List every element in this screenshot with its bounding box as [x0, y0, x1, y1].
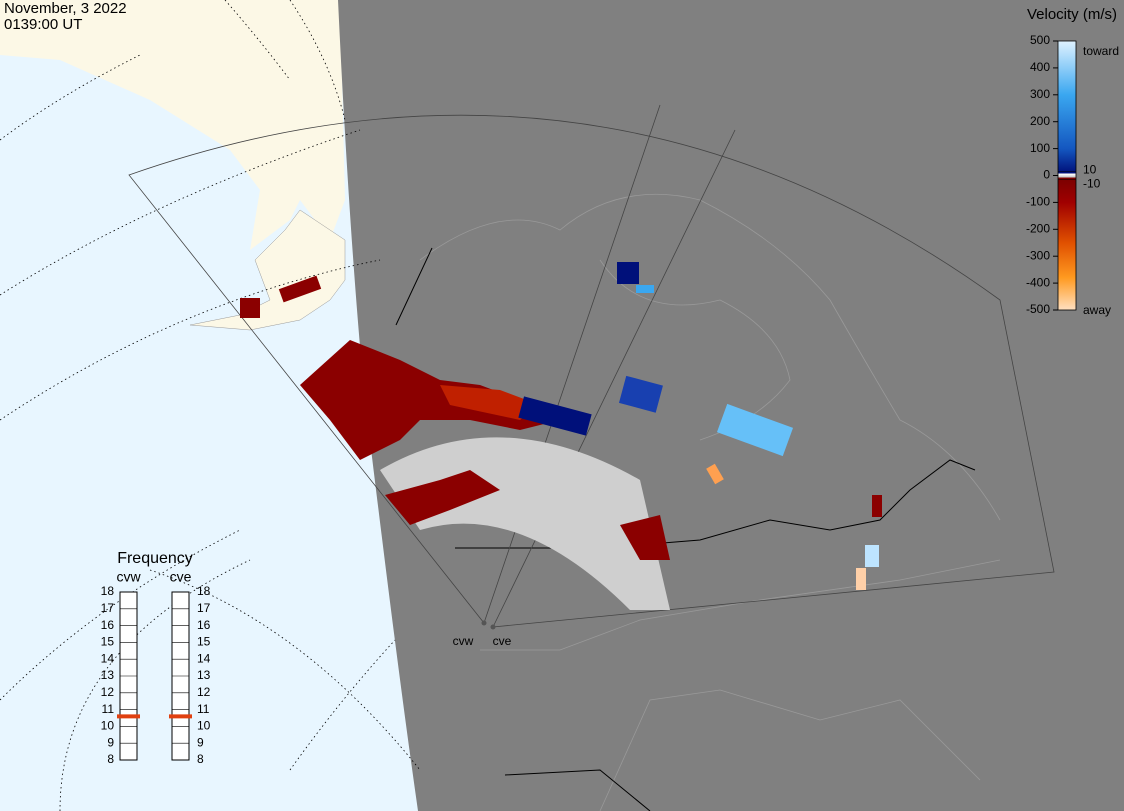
velocity-tick-label: -200 [1026, 221, 1050, 235]
frequency-tick-label: 16 [197, 618, 211, 632]
time: 0139:00 UT [4, 16, 82, 33]
frequency-tick-label: 14 [197, 651, 211, 665]
date: November, 3 2022 [4, 0, 127, 17]
frequency-tick-label: 11 [102, 702, 115, 716]
frequency-tick-label: 17 [197, 601, 211, 615]
graticule [0, 0, 421, 811]
frequency-tick-label: 13 [101, 668, 115, 682]
frequency-tick-label: 8 [197, 752, 204, 766]
frequency-tick-label: 13 [197, 668, 211, 682]
velocity-colorbar [1057, 40, 1077, 311]
toward-label: toward [1083, 44, 1119, 58]
velocity-tick-label: 200 [1030, 114, 1050, 128]
frequency-tick-label: 12 [101, 685, 115, 699]
frequency-tick-label: 14 [101, 651, 115, 665]
land [189, 209, 346, 331]
frequency-tick-label: 17 [101, 601, 115, 615]
radar-name: cvw [116, 569, 141, 585]
velocity-tick-label: -10 [1083, 177, 1101, 191]
frequency-title: Frequency [117, 550, 193, 567]
radar-site [481, 620, 487, 626]
frequency-tick-label: 11 [197, 702, 210, 716]
frequency-tick-label: 18 [197, 584, 211, 598]
radar-fov [128, 104, 1055, 628]
velocity-tick-label: 100 [1030, 141, 1050, 155]
velocity-tick-label: 500 [1030, 33, 1050, 47]
away-label: away [1083, 303, 1111, 317]
frequency-tick-label: 10 [101, 719, 115, 733]
velocity-tick-label: 10 [1083, 163, 1097, 177]
frequency-tick-label: 15 [101, 635, 115, 649]
frequency-tick-label: 9 [197, 735, 204, 749]
frequency-tick-label: 8 [107, 752, 114, 766]
frequency-tick-label: 10 [197, 719, 211, 733]
velocity-tick-label: -500 [1026, 302, 1050, 316]
site-label: cvw [453, 634, 474, 648]
velocity-tick-label: -100 [1026, 195, 1050, 209]
site-label: cve [493, 634, 512, 648]
frequency-tick-label: 9 [107, 735, 114, 749]
velocity-title: Velocity (m/s) [1027, 6, 1117, 23]
frequency-tick-label: 18 [101, 584, 115, 598]
frequency-tick-label: 15 [197, 635, 211, 649]
land [0, 0, 345, 250]
radar-site [490, 624, 496, 630]
frequency-tick-label: 16 [101, 618, 115, 632]
velocity-tick-label: 400 [1030, 60, 1050, 74]
radar-name: cve [170, 569, 192, 585]
coastlines [419, 193, 1001, 811]
velocity-tick-label: -400 [1026, 275, 1050, 289]
velocity-tick-label: -300 [1026, 248, 1050, 262]
frequency-tick-label: 12 [197, 685, 211, 699]
velocity-cells [240, 262, 882, 610]
velocity-tick-label: 0 [1043, 168, 1050, 182]
velocity-tick-label: 300 [1030, 87, 1050, 101]
